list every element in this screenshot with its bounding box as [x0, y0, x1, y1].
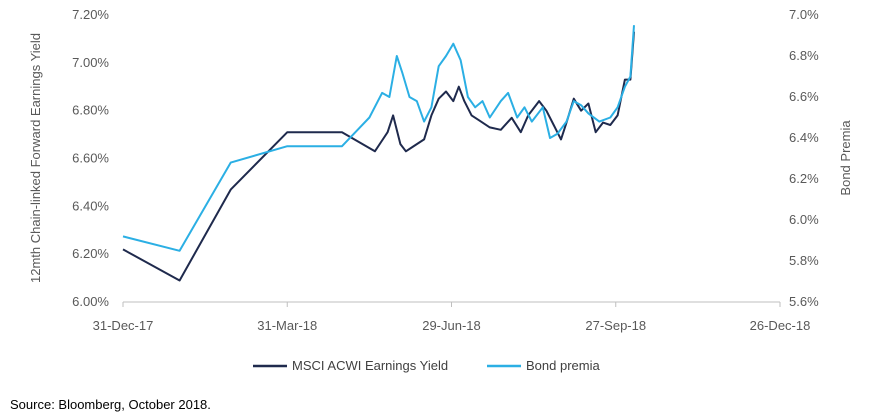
right-y-tick-label: 6.2%: [789, 171, 819, 186]
legend: MSCI ACWI Earnings Yield Bond premia: [253, 358, 600, 373]
left-y-tick-label: 6.80%: [72, 103, 109, 118]
left-y-tick-label: 6.40%: [72, 198, 109, 213]
x-tick-label: 29-Jun-18: [422, 318, 481, 333]
right-y-axis-ticks: 5.6% 5.8% 6.0% 6.2% 6.4% 6.6% 6.8% 7.0%: [789, 7, 819, 309]
legend-label: Bond premia: [526, 358, 600, 373]
x-tick-label: 26-Dec-18: [750, 318, 811, 333]
x-tick-label: 31-Mar-18: [257, 318, 317, 333]
right-y-tick-label: 7.0%: [789, 7, 819, 22]
x-tick-label: 31-Dec-17: [93, 318, 154, 333]
right-y-tick-label: 6.8%: [789, 48, 819, 63]
left-y-axis-title: 12mth Chain-linked Forward Earnings Yiel…: [28, 33, 43, 283]
legend-label: MSCI ACWI Earnings Yield: [292, 358, 448, 373]
right-y-tick-label: 6.6%: [789, 89, 819, 104]
left-y-tick-label: 7.00%: [72, 55, 109, 70]
right-y-tick-label: 6.0%: [789, 212, 819, 227]
left-y-tick-label: 6.60%: [72, 151, 109, 166]
right-y-tick-label: 6.4%: [789, 130, 819, 145]
right-y-tick-label: 5.8%: [789, 253, 819, 268]
right-y-axis-title: Bond Premia: [838, 120, 853, 196]
left-y-tick-label: 6.00%: [72, 294, 109, 309]
left-y-tick-label: 7.20%: [72, 7, 109, 22]
left-y-axis-ticks: 6.00% 6.20% 6.40% 6.60% 6.80% 7.00% 7.20%: [72, 7, 109, 309]
series-layer: [122, 25, 635, 282]
source-note: Source: Bloomberg, October 2018.: [10, 397, 211, 412]
series-line-2: [122, 25, 635, 252]
x-tick-label: 27-Sep-18: [585, 318, 646, 333]
right-y-tick-label: 5.6%: [789, 294, 819, 309]
left-y-tick-label: 6.20%: [72, 246, 109, 261]
x-axis-ticks: 31-Dec-17 31-Mar-18 29-Jun-18 27-Sep-18 26-D…: [93, 302, 811, 333]
series-line-1: [122, 31, 635, 282]
